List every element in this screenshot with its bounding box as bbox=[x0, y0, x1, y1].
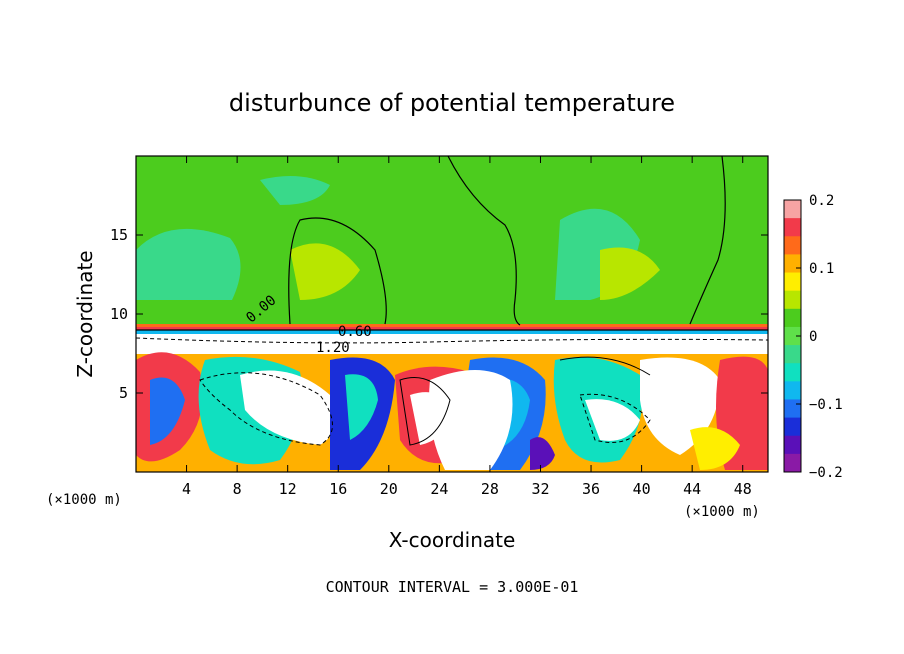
contour-interval-note: CONTOUR INTERVAL = 3.000E-01 bbox=[326, 578, 579, 596]
colorbar: 0.2 0.1 0 −0.1 −0.2 bbox=[783, 193, 843, 481]
field-blob bbox=[530, 437, 555, 470]
y-axis-label: Z-coordinate bbox=[73, 250, 97, 377]
x-axis-label: X-coordinate bbox=[389, 528, 516, 552]
y-axis: 5 10 15 bbox=[110, 226, 768, 402]
x-tick-label: 20 bbox=[380, 480, 398, 498]
y-tick-label: 15 bbox=[110, 226, 128, 244]
contour-line bbox=[689, 156, 726, 325]
x-tick-label: 8 bbox=[233, 480, 242, 498]
x-tick-label: 36 bbox=[582, 480, 600, 498]
field-blob bbox=[260, 176, 330, 205]
colorbar-swatch bbox=[784, 308, 801, 328]
field-blob bbox=[240, 370, 336, 445]
x-tick-label: 44 bbox=[683, 480, 701, 498]
colorbar-swatch bbox=[784, 363, 801, 382]
field-blob bbox=[429, 370, 513, 470]
colorbar-swatch bbox=[784, 254, 801, 274]
colorbar-swatch bbox=[784, 326, 801, 346]
x-tick-label: 28 bbox=[481, 480, 499, 498]
y-tick-label: 10 bbox=[110, 305, 128, 323]
colorbar-tick-label: −0.1 bbox=[809, 397, 843, 413]
colorbar-swatch bbox=[784, 453, 801, 473]
x-tick-label: 12 bbox=[279, 480, 297, 498]
colorbar-tick-label: 0.2 bbox=[809, 193, 834, 209]
contour-line bbox=[447, 156, 521, 326]
contour-label: 0.60 bbox=[338, 324, 372, 340]
colorbar-swatch bbox=[784, 435, 801, 455]
x-tick-label: 40 bbox=[633, 480, 651, 498]
field-upper bbox=[136, 156, 768, 328]
colorbar-tick-label: 0.1 bbox=[809, 261, 834, 277]
colorbar-swatch bbox=[784, 272, 801, 292]
contour-line bbox=[399, 377, 451, 446]
x-unit-left: (×1000 m) bbox=[46, 492, 122, 508]
x-tick-label: 4 bbox=[182, 480, 191, 498]
colorbar-swatch bbox=[784, 290, 801, 310]
colorbar-swatch bbox=[784, 399, 801, 419]
field-band bbox=[136, 327, 768, 330]
field-blob bbox=[290, 243, 360, 300]
field-blob bbox=[150, 377, 185, 445]
plot-area: 0.00 0.60 1.20 bbox=[136, 156, 768, 472]
colorbar-swatch bbox=[784, 381, 801, 400]
field-blob bbox=[585, 399, 640, 441]
contour-line bbox=[579, 393, 651, 443]
x-tick-label: 16 bbox=[329, 480, 347, 498]
colorbar-swatch bbox=[784, 218, 801, 237]
x-tick-label: 24 bbox=[430, 480, 448, 498]
contour-line bbox=[199, 372, 333, 446]
field-band bbox=[136, 324, 768, 327]
x-axis: 4 8 12 16 20 24 28 32 36 40 44 48 bbox=[182, 156, 752, 498]
field-band bbox=[136, 334, 768, 354]
field-blob bbox=[600, 247, 660, 300]
contour-line bbox=[559, 356, 651, 376]
chart-title: disturbunce of potential temperature bbox=[229, 89, 675, 117]
field-band bbox=[136, 330, 768, 334]
colorbar-swatch bbox=[784, 200, 801, 219]
contour-line bbox=[288, 217, 387, 325]
x-tick-label: 32 bbox=[531, 480, 549, 498]
colorbar-tick-label: −0.2 bbox=[809, 465, 843, 481]
colorbar-swatch bbox=[784, 236, 801, 255]
field-blob bbox=[690, 427, 740, 470]
y-tick-label: 5 bbox=[119, 384, 128, 402]
contour-label: 1.20 bbox=[316, 340, 350, 356]
colorbar-tick-label: 0 bbox=[809, 329, 817, 345]
field-blob bbox=[345, 374, 378, 440]
x-unit-right: (×1000 m) bbox=[684, 504, 760, 520]
field-blob bbox=[136, 228, 241, 300]
colorbar-swatch bbox=[784, 417, 801, 437]
contour-line bbox=[136, 337, 768, 344]
colorbar-swatch bbox=[784, 345, 801, 364]
x-tick-label: 48 bbox=[734, 480, 752, 498]
